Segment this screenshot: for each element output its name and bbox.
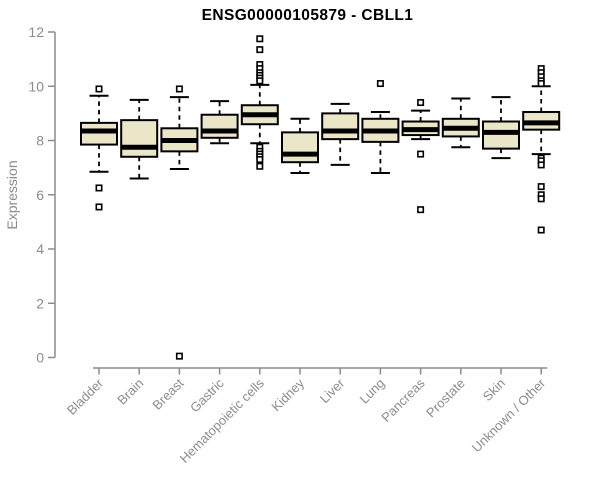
outlier-point (537, 80, 545, 88)
outlier-point (417, 150, 425, 158)
outlier-point (417, 99, 425, 107)
outlier-point (256, 162, 264, 170)
outlier-point (95, 203, 103, 211)
outlier-point (537, 183, 545, 191)
y-tick-label: 2 (36, 295, 44, 311)
box-breast (160, 85, 199, 360)
outlier-point (417, 206, 425, 214)
x-tick-label-prostate: Prostate (423, 376, 468, 421)
x-tick-label-bladder: Bladder (64, 375, 107, 418)
x-tick-label-liver: Liver (317, 375, 348, 406)
box-skin (482, 96, 520, 160)
outlier-point (256, 35, 264, 43)
iqr-box (80, 121, 118, 146)
box-brain (120, 98, 159, 180)
outlier-point (537, 195, 545, 203)
outlier-point (175, 352, 183, 360)
x-tick-label-unknown-other: Unknown / Other (469, 375, 549, 455)
outlier-point (95, 184, 103, 192)
x-tick-label-pancreas: Pancreas (378, 375, 428, 425)
outlier-point (537, 161, 545, 169)
outlier-point (256, 155, 264, 163)
outlier-point (256, 77, 264, 85)
box-lung (361, 80, 400, 175)
iqr-box (321, 112, 360, 141)
iqr-box (120, 119, 159, 158)
y-tick-label: 8 (36, 133, 44, 149)
x-tick-label-skin: Skin (480, 376, 508, 404)
x-tick-label-lung: Lung (356, 376, 387, 407)
y-tick-label: 10 (28, 78, 44, 94)
box-prostate (441, 97, 480, 149)
outlier-point (175, 85, 183, 93)
iqr-box (482, 120, 520, 150)
box-kidney (281, 117, 319, 175)
x-tick-label-brain: Brain (114, 376, 146, 408)
box-bladder (80, 85, 118, 211)
x-tick-label-kidney: Kidney (268, 375, 307, 414)
x-tick-label-gastric: Gastric (187, 375, 227, 415)
y-tick-label: 0 (36, 350, 44, 366)
box-hematopoietic-cells (240, 35, 279, 170)
box-unknown-other (522, 65, 561, 234)
box-gastric (200, 100, 239, 145)
y-tick-label: 12 (28, 24, 44, 40)
outlier-point (537, 226, 545, 234)
y-tick-label: 6 (36, 187, 44, 203)
chart-title: ENSG00000105879 - CBLL1 (201, 7, 414, 24)
box-pancreas (401, 99, 440, 214)
x-tick-label-breast: Breast (149, 375, 186, 412)
y-tick-label: 4 (36, 241, 44, 257)
outlier-point (256, 46, 264, 54)
iqr-box (281, 131, 319, 164)
outlier-point (95, 85, 103, 93)
box-liver (321, 102, 360, 166)
y-axis: 0 2 4 6 8 10 12 (28, 24, 56, 366)
outlier-point (376, 80, 384, 88)
iqr-box (200, 113, 239, 139)
